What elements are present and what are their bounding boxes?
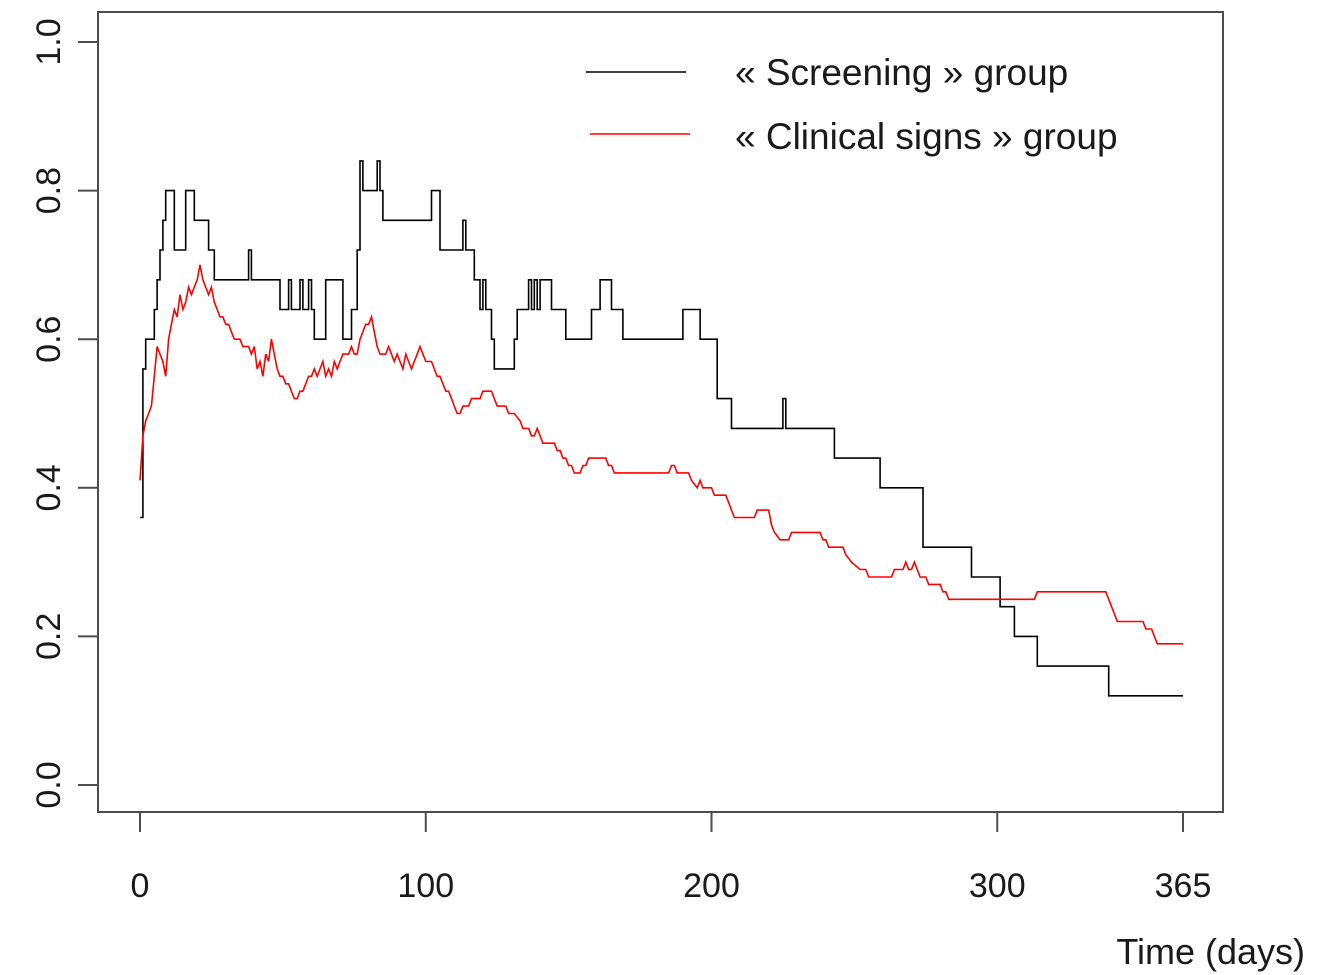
legend-label-clinical-signs: « Clinical signs » group [735,116,1118,157]
x-axis-title: Time (days) [1116,931,1305,972]
legend-label-screening: « Screening » group [735,52,1068,93]
x-axis: 0 100 200 300 365 [131,811,1212,905]
legend: « Screening » group « Clinical signs » g… [586,52,1118,157]
y-tick-label: 0.6 [30,316,68,363]
series-layer [139,160,1183,697]
series-line-1 [139,264,1183,645]
x-tick-label: 0 [131,867,150,905]
y-tick-label: 0.8 [30,167,68,214]
y-tick-label: 0.4 [30,464,68,511]
x-tick-label: 300 [969,867,1026,905]
y-axis: 0.0 0.2 0.4 0.6 0.8 1.0 [30,18,99,809]
y-tick-label: 0.0 [30,761,68,808]
x-tick-label: 100 [397,867,454,905]
x-tick-label: 365 [1155,867,1212,905]
y-tick-label: 0.2 [30,613,68,660]
x-tick-label: 200 [683,867,740,905]
y-tick-label: 1.0 [30,18,68,65]
series-line-0 [140,160,1183,697]
